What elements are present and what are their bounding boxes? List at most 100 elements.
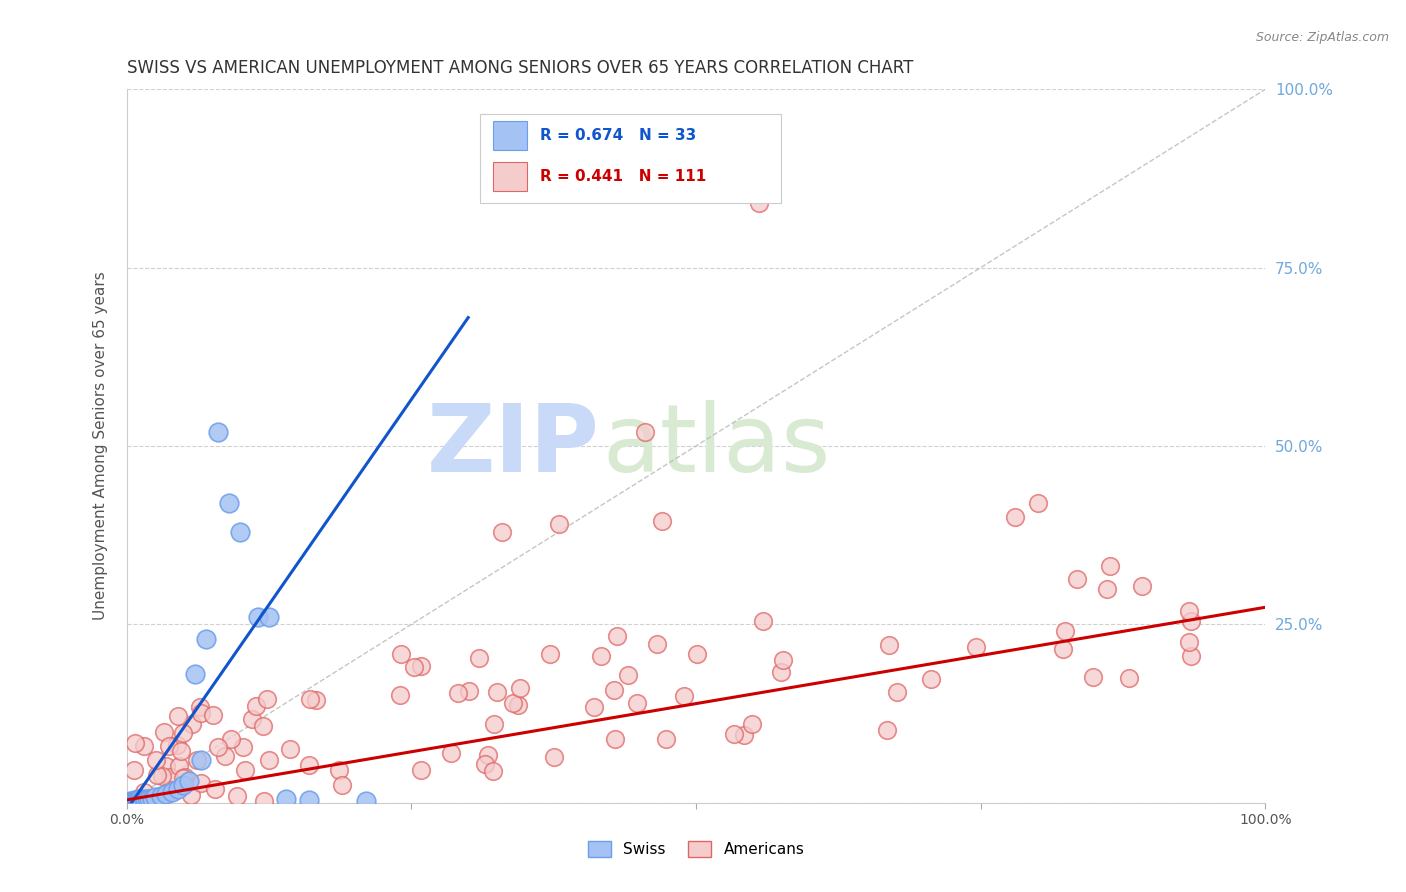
Point bbox=[446, 686, 468, 700]
Point bbox=[186, 753, 208, 767]
Point bbox=[1180, 615, 1202, 629]
Point bbox=[127, 792, 149, 806]
Point bbox=[245, 699, 267, 714]
Point bbox=[686, 647, 709, 661]
Point bbox=[965, 640, 987, 654]
Y-axis label: Unemployment Among Seniors over 65 years: Unemployment Among Seniors over 65 years bbox=[93, 272, 108, 620]
Text: R = 0.674   N = 33: R = 0.674 N = 33 bbox=[540, 128, 696, 143]
Text: SWISS VS AMERICAN UNEMPLOYMENT AMONG SENIORS OVER 65 YEARS CORRELATION CHART: SWISS VS AMERICAN UNEMPLOYMENT AMONG SEN… bbox=[127, 59, 912, 77]
Point bbox=[1180, 648, 1202, 663]
Point bbox=[440, 746, 463, 760]
Point bbox=[655, 731, 678, 746]
Point bbox=[920, 672, 942, 686]
Text: ZIP: ZIP bbox=[426, 400, 599, 492]
Point bbox=[190, 706, 212, 720]
Point bbox=[159, 783, 181, 797]
Point bbox=[118, 794, 141, 808]
Point bbox=[253, 794, 276, 808]
Point bbox=[298, 757, 321, 772]
Point bbox=[634, 425, 657, 439]
Point bbox=[204, 782, 226, 797]
Point bbox=[1118, 671, 1140, 685]
Point bbox=[157, 739, 180, 754]
Point bbox=[149, 789, 172, 803]
FancyBboxPatch shape bbox=[494, 121, 527, 150]
Point bbox=[645, 637, 668, 651]
Point bbox=[122, 794, 145, 808]
Point bbox=[129, 792, 152, 806]
Point bbox=[122, 763, 145, 777]
Point bbox=[146, 768, 169, 782]
Point bbox=[1178, 634, 1201, 648]
Point bbox=[166, 709, 188, 723]
Point bbox=[207, 425, 229, 439]
Text: Source: ZipAtlas.com: Source: ZipAtlas.com bbox=[1256, 31, 1389, 45]
Point bbox=[136, 795, 159, 809]
Point bbox=[132, 792, 155, 806]
Point bbox=[1081, 670, 1104, 684]
Point bbox=[457, 683, 479, 698]
Point bbox=[207, 739, 229, 754]
FancyBboxPatch shape bbox=[494, 162, 527, 191]
Point bbox=[411, 763, 433, 777]
Point bbox=[219, 732, 242, 747]
Point bbox=[1052, 641, 1074, 656]
Point bbox=[201, 708, 224, 723]
Point bbox=[741, 717, 763, 731]
Point bbox=[673, 690, 696, 704]
Point bbox=[772, 653, 794, 667]
Point bbox=[134, 793, 156, 807]
Point bbox=[172, 726, 194, 740]
Point bbox=[543, 749, 565, 764]
Point bbox=[328, 763, 350, 777]
Point bbox=[256, 692, 278, 706]
Point bbox=[602, 682, 624, 697]
Point bbox=[538, 647, 561, 661]
Point bbox=[484, 717, 506, 731]
Point bbox=[548, 517, 571, 532]
Point bbox=[141, 795, 163, 809]
Point bbox=[1066, 572, 1088, 586]
Point bbox=[172, 778, 194, 792]
Point bbox=[124, 736, 146, 750]
Point bbox=[1178, 603, 1201, 617]
Point bbox=[142, 792, 165, 806]
Point bbox=[1026, 496, 1049, 510]
Point bbox=[179, 774, 201, 789]
Point bbox=[218, 496, 240, 510]
Point bbox=[159, 770, 181, 784]
Point bbox=[257, 610, 280, 624]
Point bbox=[132, 739, 155, 753]
Point bbox=[752, 614, 775, 628]
Point bbox=[246, 610, 269, 624]
Point bbox=[181, 716, 204, 731]
Point bbox=[124, 793, 146, 807]
Point bbox=[160, 785, 183, 799]
Point bbox=[240, 712, 263, 726]
Point bbox=[1095, 582, 1118, 597]
Point bbox=[233, 763, 256, 777]
Point bbox=[502, 696, 524, 710]
Point bbox=[184, 667, 207, 681]
Point bbox=[1054, 624, 1077, 638]
Point bbox=[1004, 510, 1026, 524]
Point bbox=[278, 742, 301, 756]
Point bbox=[886, 685, 908, 699]
Point bbox=[733, 727, 755, 741]
Point bbox=[226, 789, 249, 803]
Point bbox=[485, 685, 508, 699]
FancyBboxPatch shape bbox=[479, 114, 782, 203]
Point bbox=[195, 632, 218, 646]
Point bbox=[166, 738, 188, 752]
Point bbox=[769, 665, 792, 679]
Point bbox=[143, 790, 166, 805]
Point bbox=[190, 775, 212, 789]
Point bbox=[174, 770, 197, 784]
Point bbox=[155, 759, 177, 773]
Point bbox=[190, 753, 212, 767]
Point bbox=[274, 792, 297, 806]
Point bbox=[125, 794, 148, 808]
Text: atlas: atlas bbox=[603, 400, 831, 492]
Point bbox=[1099, 558, 1122, 573]
Point bbox=[155, 787, 177, 801]
